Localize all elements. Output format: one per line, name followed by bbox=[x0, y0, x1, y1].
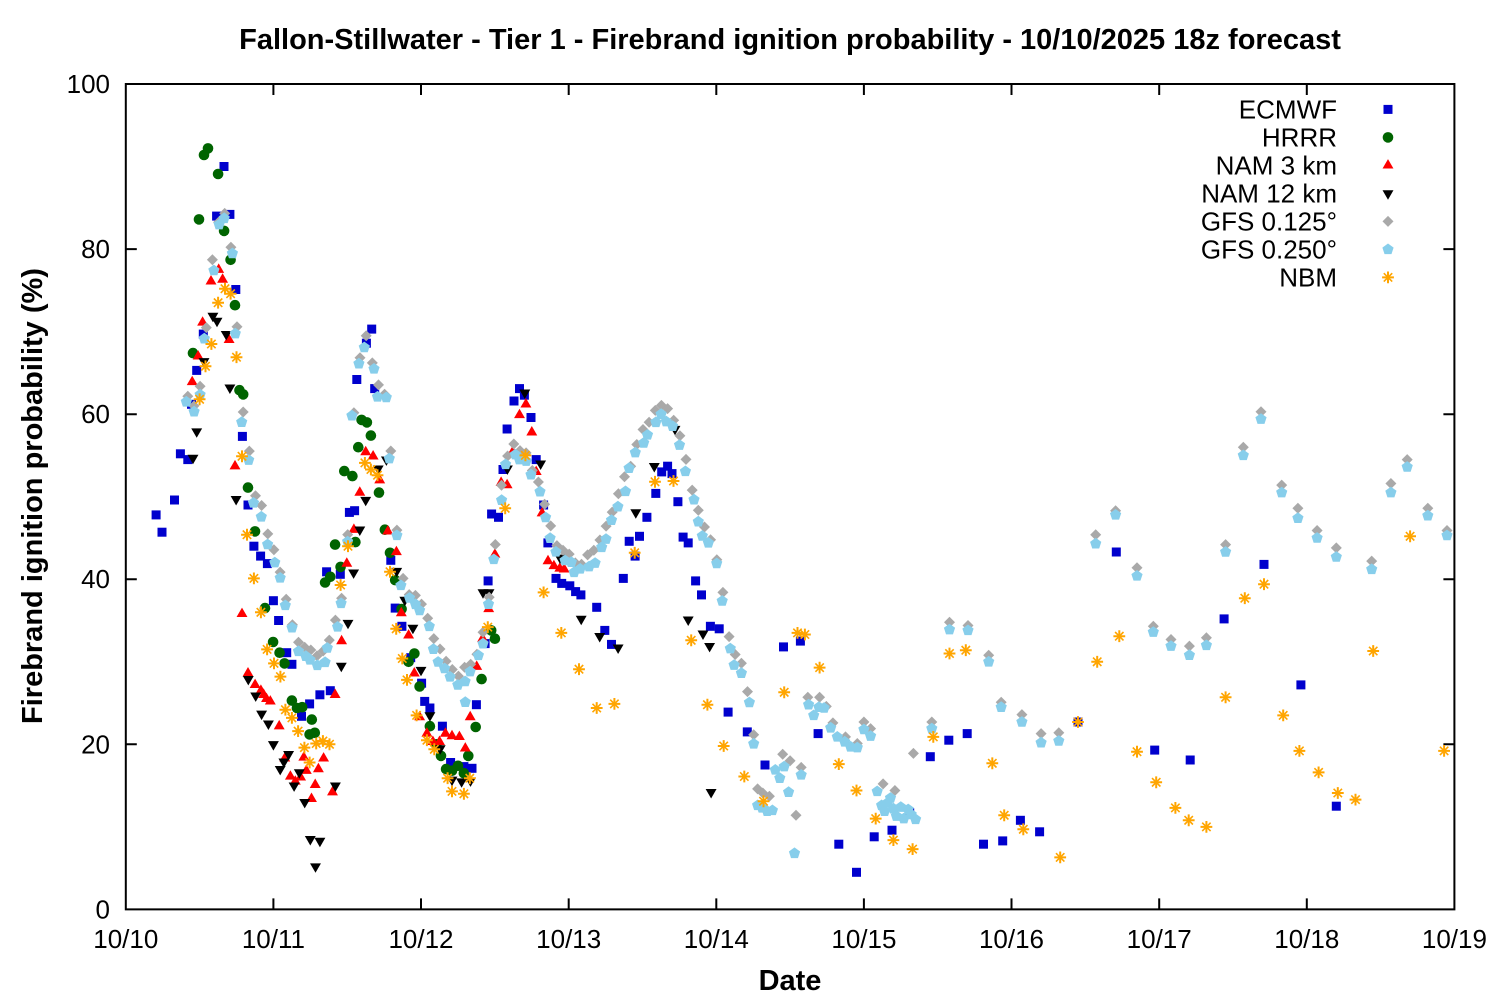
svg-text:NAM 3 km: NAM 3 km bbox=[1216, 150, 1337, 180]
svg-text:10/16: 10/16 bbox=[979, 924, 1044, 954]
svg-text:80: 80 bbox=[81, 234, 110, 264]
svg-text:10/10: 10/10 bbox=[93, 924, 158, 954]
svg-text:Fallon-Stillwater - Tier 1 - F: Fallon-Stillwater - Tier 1 - Firebrand i… bbox=[239, 24, 1341, 56]
svg-text:40: 40 bbox=[81, 564, 110, 594]
svg-text:Firebrand ignition probability: Firebrand ignition probability (%) bbox=[17, 268, 49, 724]
svg-text:GFS 0.250°: GFS 0.250° bbox=[1201, 234, 1337, 264]
svg-text:10/13: 10/13 bbox=[536, 924, 601, 954]
svg-text:20: 20 bbox=[81, 729, 110, 759]
svg-text:60: 60 bbox=[81, 399, 110, 429]
svg-text:ECMWF: ECMWF bbox=[1239, 94, 1337, 124]
svg-text:Date: Date bbox=[759, 965, 822, 997]
svg-text:10/12: 10/12 bbox=[388, 924, 453, 954]
svg-text:10/18: 10/18 bbox=[1274, 924, 1339, 954]
svg-text:NBM: NBM bbox=[1279, 262, 1337, 292]
svg-text:10/17: 10/17 bbox=[1127, 924, 1192, 954]
svg-text:10/11: 10/11 bbox=[242, 924, 305, 954]
svg-text:10/14: 10/14 bbox=[684, 924, 749, 954]
svg-text:10/19: 10/19 bbox=[1422, 924, 1487, 954]
svg-text:100: 100 bbox=[67, 69, 110, 99]
svg-text:10/15: 10/15 bbox=[831, 924, 896, 954]
svg-text:GFS 0.125°: GFS 0.125° bbox=[1201, 206, 1337, 236]
svg-text:NAM 12 km: NAM 12 km bbox=[1201, 178, 1337, 208]
svg-text:0: 0 bbox=[96, 894, 110, 924]
svg-text:HRRR: HRRR bbox=[1262, 122, 1337, 152]
